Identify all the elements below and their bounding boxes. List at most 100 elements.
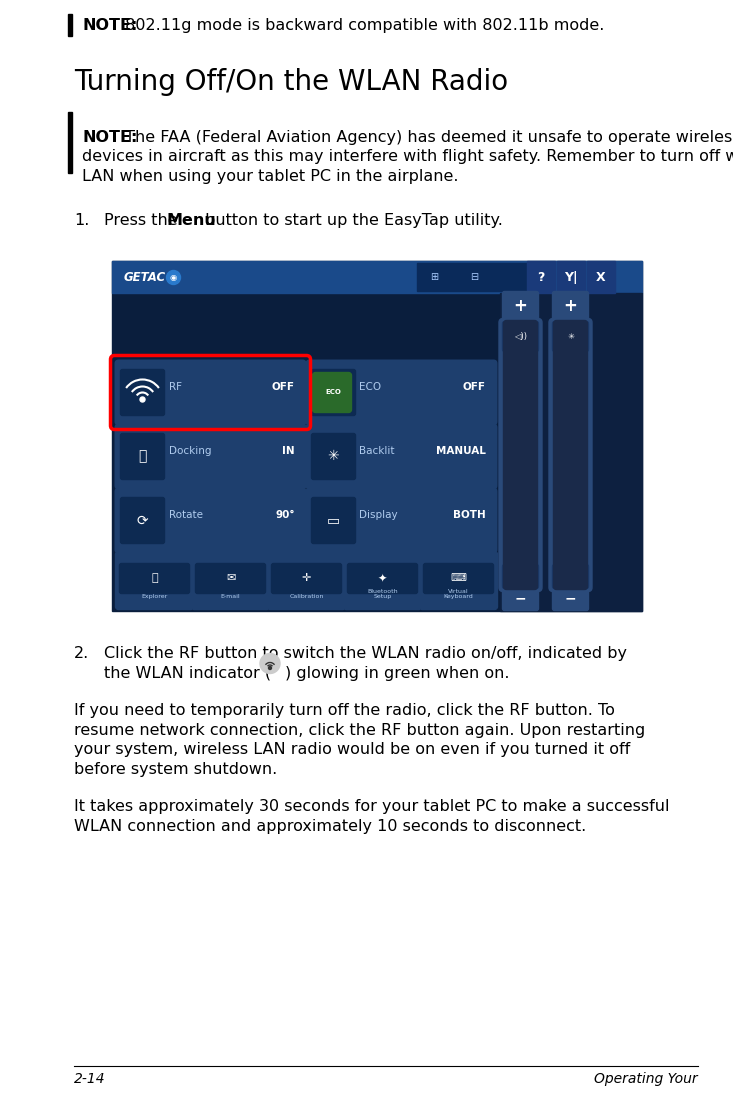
FancyBboxPatch shape xyxy=(306,359,498,426)
Text: It takes approximately 30 seconds for your tablet PC to make a successful: It takes approximately 30 seconds for yo… xyxy=(74,799,669,815)
Text: MANUAL: MANUAL xyxy=(435,447,485,457)
FancyBboxPatch shape xyxy=(549,318,592,592)
Text: 2-14: 2-14 xyxy=(74,1072,106,1086)
Text: 🖨: 🖨 xyxy=(139,449,147,463)
FancyBboxPatch shape xyxy=(503,564,539,589)
FancyBboxPatch shape xyxy=(120,434,164,480)
FancyBboxPatch shape xyxy=(419,551,498,609)
Text: Virtual
Keyboard: Virtual Keyboard xyxy=(443,589,474,600)
Bar xyxy=(586,261,614,293)
FancyBboxPatch shape xyxy=(271,563,342,594)
FancyBboxPatch shape xyxy=(312,372,352,413)
Text: button to start up the EasyTap utility.: button to start up the EasyTap utility. xyxy=(199,213,502,228)
Text: OFF: OFF xyxy=(271,382,295,392)
Text: NOTE:: NOTE: xyxy=(82,18,137,33)
Text: Click the RF button to switch the WLAN radio on/off, indicated by: Click the RF button to switch the WLAN r… xyxy=(104,647,627,661)
Bar xyxy=(111,261,641,612)
Text: If you need to temporarily turn off the radio, click the RF button. To: If you need to temporarily turn off the … xyxy=(74,704,615,718)
Text: 🌐: 🌐 xyxy=(151,573,158,583)
Text: ECO: ECO xyxy=(325,390,342,395)
FancyBboxPatch shape xyxy=(114,488,306,553)
FancyBboxPatch shape xyxy=(268,551,345,609)
Text: Menu: Menu xyxy=(167,213,217,228)
Text: ⌨: ⌨ xyxy=(451,573,466,583)
FancyBboxPatch shape xyxy=(503,586,539,610)
FancyBboxPatch shape xyxy=(553,291,589,322)
Text: X: X xyxy=(596,271,605,284)
Text: resume network connection, click the RF button again. Upon restarting: resume network connection, click the RF … xyxy=(74,722,645,738)
Text: Calibration: Calibration xyxy=(290,594,324,600)
Text: Rotate: Rotate xyxy=(169,511,202,520)
Text: ) glowing in green when on.: ) glowing in green when on. xyxy=(285,666,509,681)
Circle shape xyxy=(260,653,280,673)
FancyBboxPatch shape xyxy=(553,322,589,351)
Text: The FAA (Federal Aviation Agency) has deemed it unsafe to operate wireless: The FAA (Federal Aviation Agency) has de… xyxy=(120,130,733,145)
Text: 2.: 2. xyxy=(74,647,89,661)
Bar xyxy=(68,14,72,36)
Bar xyxy=(556,261,584,293)
Text: ✉: ✉ xyxy=(226,573,235,583)
FancyBboxPatch shape xyxy=(306,424,498,490)
Circle shape xyxy=(166,270,180,284)
Text: Y|: Y| xyxy=(564,271,578,284)
Text: the WLAN indicator (: the WLAN indicator ( xyxy=(104,666,271,681)
FancyBboxPatch shape xyxy=(191,551,270,609)
Text: Press the: Press the xyxy=(104,213,183,228)
Text: IN: IN xyxy=(282,447,295,457)
FancyBboxPatch shape xyxy=(504,321,537,590)
Bar xyxy=(68,112,72,173)
Text: −: − xyxy=(515,592,526,605)
FancyBboxPatch shape xyxy=(347,563,418,594)
FancyBboxPatch shape xyxy=(553,586,589,610)
Circle shape xyxy=(140,397,145,402)
FancyBboxPatch shape xyxy=(553,564,589,589)
Text: Bluetooth
Setup: Bluetooth Setup xyxy=(367,589,398,600)
Text: 802.11g mode is backward compatible with 802.11b mode.: 802.11g mode is backward compatible with… xyxy=(120,18,605,33)
Text: 90°: 90° xyxy=(275,511,295,520)
FancyBboxPatch shape xyxy=(344,551,421,609)
FancyBboxPatch shape xyxy=(312,434,356,480)
Text: E-mail: E-mail xyxy=(221,594,240,600)
FancyBboxPatch shape xyxy=(120,370,164,415)
Text: 1.: 1. xyxy=(74,213,89,228)
Text: LAN when using your tablet PC in the airplane.: LAN when using your tablet PC in the air… xyxy=(82,169,459,184)
Text: ⊞: ⊞ xyxy=(430,272,438,282)
Text: NOTE:: NOTE: xyxy=(82,130,137,145)
FancyBboxPatch shape xyxy=(114,424,306,490)
Text: ⟳: ⟳ xyxy=(136,514,148,527)
Text: Explorer: Explorer xyxy=(141,594,168,600)
FancyBboxPatch shape xyxy=(306,488,498,553)
Text: ?: ? xyxy=(537,271,544,284)
Text: Turning Off/On the WLAN Radio: Turning Off/On the WLAN Radio xyxy=(74,68,508,96)
Text: Backlit: Backlit xyxy=(359,447,395,457)
Text: Display: Display xyxy=(359,511,398,520)
Circle shape xyxy=(268,666,271,670)
Text: ✛: ✛ xyxy=(302,573,312,583)
Text: before system shutdown.: before system shutdown. xyxy=(74,762,277,777)
Text: ✳: ✳ xyxy=(328,449,339,463)
FancyBboxPatch shape xyxy=(499,318,542,592)
Text: RF: RF xyxy=(169,382,182,392)
Text: ✦: ✦ xyxy=(377,573,387,583)
Text: ◉: ◉ xyxy=(170,273,177,282)
FancyBboxPatch shape xyxy=(424,563,493,594)
Text: devices in aircraft as this may interfere with flight safety. Remember to turn o: devices in aircraft as this may interfer… xyxy=(82,149,733,165)
Bar xyxy=(111,261,641,293)
Bar xyxy=(416,264,526,291)
FancyBboxPatch shape xyxy=(119,563,190,594)
FancyBboxPatch shape xyxy=(196,563,265,594)
Text: GETAC: GETAC xyxy=(123,271,166,284)
FancyBboxPatch shape xyxy=(312,370,356,415)
Text: WLAN connection and approximately 10 seconds to disconnect.: WLAN connection and approximately 10 sec… xyxy=(74,819,586,834)
Text: ▭: ▭ xyxy=(327,514,340,527)
FancyBboxPatch shape xyxy=(114,359,306,426)
Text: OFF: OFF xyxy=(463,382,485,392)
Text: BOTH: BOTH xyxy=(453,511,485,520)
Text: ✳: ✳ xyxy=(567,332,574,341)
FancyBboxPatch shape xyxy=(553,321,588,590)
Text: −: − xyxy=(564,592,576,605)
Text: Docking: Docking xyxy=(169,447,211,457)
Bar xyxy=(499,293,641,612)
FancyBboxPatch shape xyxy=(312,497,356,544)
FancyBboxPatch shape xyxy=(116,551,194,609)
